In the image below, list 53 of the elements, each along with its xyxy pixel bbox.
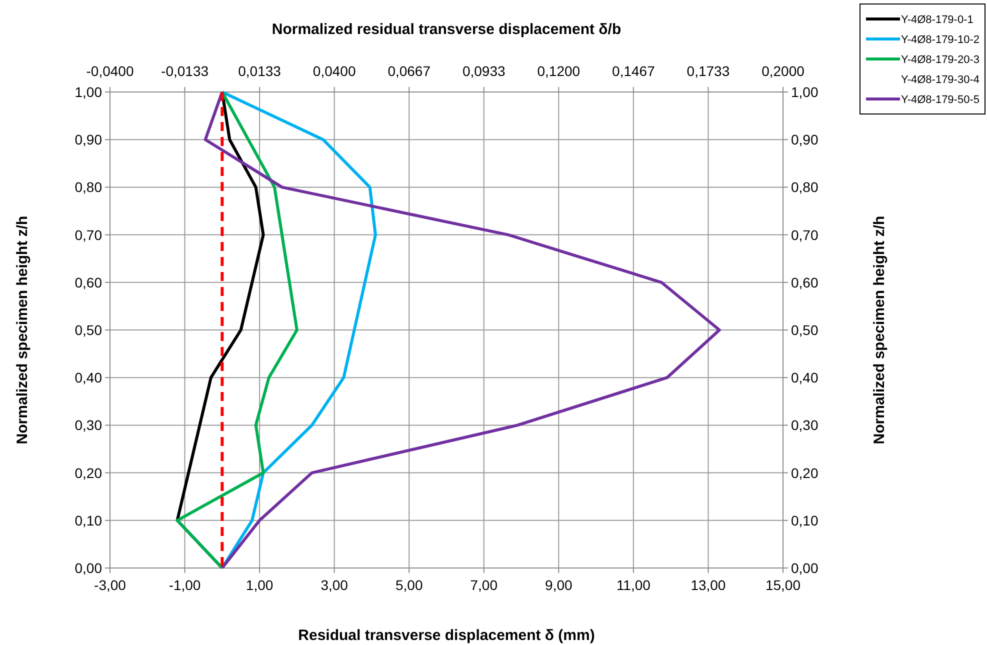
y-tick-label: 0,60 (74, 274, 102, 290)
y2-tick-label: 0,50 (791, 322, 818, 338)
x2-tick-label: 0,1200 (537, 63, 580, 79)
y-tick-label: 0,80 (74, 179, 102, 196)
y2-tick-label: 0,30 (791, 417, 818, 434)
x2-tick-label: 0,1467 (612, 63, 656, 79)
x-tick-label: 15,00 (765, 577, 801, 593)
x-tick-label: -1,00 (168, 577, 201, 593)
text: Y-4Ø8-179-30-4 (901, 74, 980, 86)
legend-label: Y-4Ø8-179-20-3 (901, 54, 980, 66)
x2-tick-label: 0,1733 (686, 63, 730, 79)
y2-tick-label: 0,40 (791, 370, 818, 386)
line-series (176, 90, 298, 570)
y-tick-label: 0,30 (74, 417, 102, 434)
legend-label: Y-4Ø8-179-0-1 (901, 14, 974, 26)
y2-tick-label: 0,60 (791, 274, 818, 290)
y-tick-label: 0,50 (74, 322, 102, 338)
x2-axis-title: Normalized residual transverse displacement δ/b (272, 21, 622, 38)
x-tick-label: 3,00 (320, 577, 348, 593)
y-tick-label: 0,40 (74, 370, 102, 386)
x2-tick-label: 0,0933 (462, 63, 506, 79)
line-series (204, 90, 721, 570)
y2-tick-label: 0,90 (791, 132, 818, 148)
x2-tick-label: 0,0667 (388, 63, 431, 79)
x-tick-label: 11,00 (616, 577, 651, 593)
legend-label: Y-4Ø8-179-10-2 (901, 34, 980, 46)
y2-tick-label: 0,00 (791, 560, 818, 576)
y-tick-label: 0,90 (74, 132, 102, 148)
y-tick-label: 0,10 (74, 512, 102, 528)
y-tick-label: 0,70 (74, 226, 102, 243)
x-tick-label: 9,00 (545, 577, 573, 593)
y2-tick-label: 0,70 (791, 226, 818, 243)
x-tick-label: 1,00 (246, 577, 274, 593)
x2-tick-label: -0,0400 (86, 63, 134, 79)
x-tick-label: 7,00 (470, 577, 498, 593)
x2-tick-label: 0,0133 (238, 63, 282, 79)
y2-tick-label: 0,80 (791, 179, 818, 196)
y-axis-title: Normalized specimen height z/h (14, 216, 31, 444)
x-axis-title: Residual transverse displacement δ (mm) (298, 627, 595, 644)
y2-tick-label: 0,10 (791, 512, 818, 528)
x-tick-label: 13,00 (690, 577, 726, 593)
x-tick-label: 5,00 (395, 577, 423, 593)
x2-tick-label: -0,0133 (161, 63, 209, 79)
x2-tick-label: 0,0400 (312, 63, 356, 79)
y-tick-label: 1,00 (74, 84, 102, 100)
legend-label: Y-4Ø8-179-50-5 (901, 94, 980, 106)
y2-tick-label: 0,20 (791, 464, 818, 481)
x2-tick-label: 0,2000 (762, 63, 805, 79)
y2-axis-title: Normalized specimen height z/h (871, 216, 888, 444)
x-tick-label: -3,00 (94, 577, 126, 593)
y-tick-label: 0,00 (74, 560, 102, 576)
y-tick-label: 0,20 (74, 464, 102, 481)
y2-tick-label: 1,00 (791, 84, 818, 100)
